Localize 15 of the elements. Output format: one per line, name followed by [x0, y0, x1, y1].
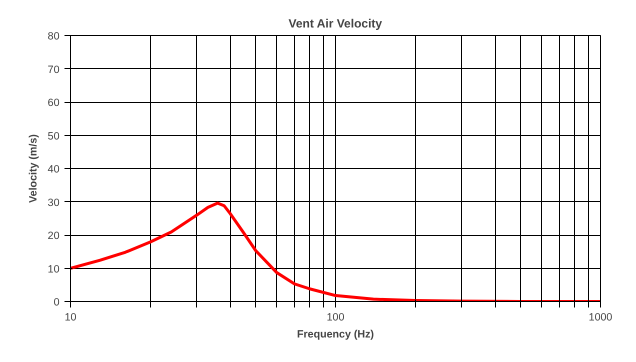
- y-tick-label: 40: [48, 164, 60, 176]
- x-tick-label: 1000: [588, 312, 612, 324]
- y-tick-label: 0: [54, 296, 60, 308]
- x-tick-label: 10: [64, 312, 76, 324]
- y-tick-label: 60: [48, 97, 60, 109]
- chart-title: Vent Air Velocity: [288, 16, 382, 30]
- y-tick-label: 70: [48, 64, 60, 76]
- x-tick-label: 100: [326, 312, 344, 324]
- x-axis-title: Frequency (Hz): [297, 328, 374, 340]
- y-tick-label: 20: [48, 230, 60, 242]
- y-tick-label: 10: [48, 263, 60, 276]
- y-axis-title: Velocity (m/s): [28, 134, 40, 203]
- y-tick-label: 50: [48, 130, 60, 142]
- y-tick-label: 30: [48, 196, 60, 209]
- y-tick-label: 80: [48, 30, 60, 42]
